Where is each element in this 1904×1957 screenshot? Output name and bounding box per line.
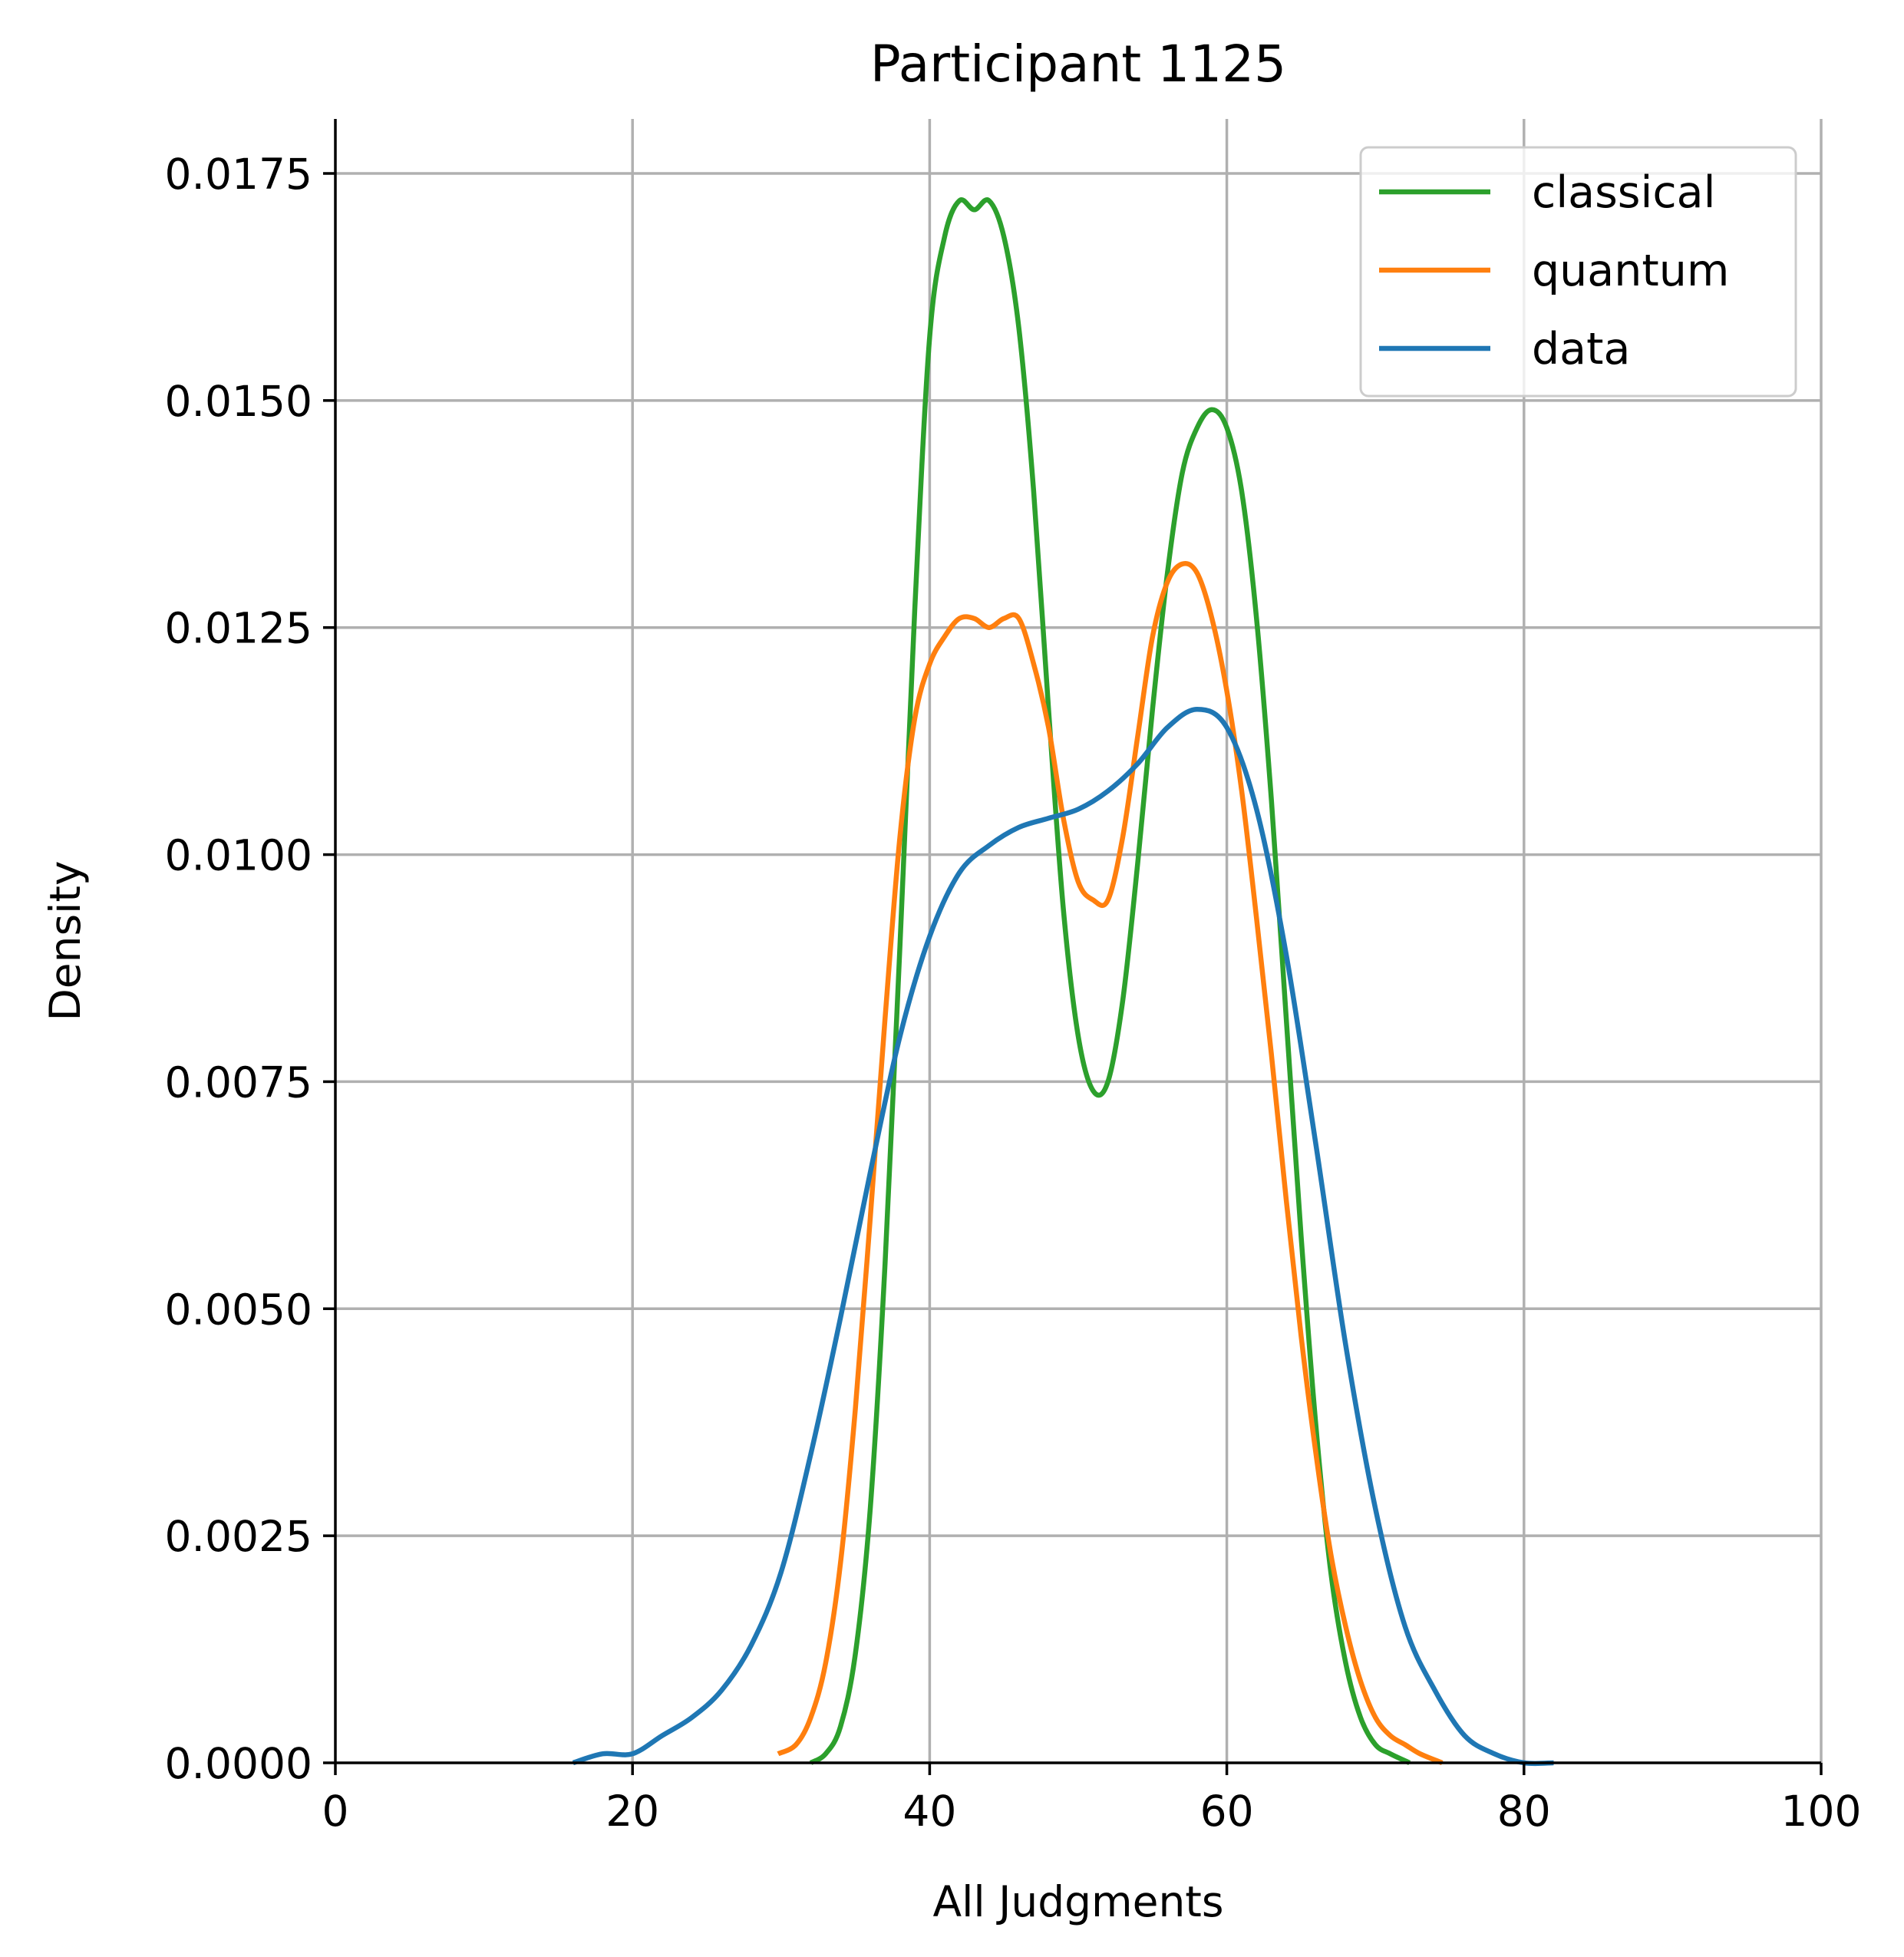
series-line-classical	[809, 197, 1411, 1765]
chart-title: Participant 1125	[870, 35, 1286, 94]
series-line-data	[572, 706, 1554, 1767]
y-tick-label: 0.0175	[165, 150, 312, 199]
legend-label-data: data	[1532, 324, 1630, 375]
y-tick-label: 0.0000	[165, 1739, 312, 1788]
y-tick-label: 0.0075	[165, 1058, 312, 1107]
y-tick-label: 0.0100	[165, 831, 312, 880]
x-tick-label: 100	[1781, 1787, 1862, 1836]
series-line-quantum	[777, 560, 1444, 1766]
x-tick-label: 20	[606, 1787, 659, 1836]
y-ticks: 0.0000 0.0025 0.0050 0.0075 0.0100 0.0125 0.01…	[165, 150, 335, 1788]
x-tick-label: 0	[322, 1787, 349, 1836]
y-tick-label: 0.0125	[165, 604, 312, 653]
legend: classical quantum data	[1359, 146, 1797, 398]
x-tick-label: 40	[903, 1787, 956, 1836]
x-axis-label: All Judgments	[932, 1877, 1223, 1926]
y-tick-label: 0.0025	[165, 1512, 312, 1561]
legend-label-classical: classical	[1532, 167, 1715, 218]
series-layer	[572, 197, 1554, 1767]
legend-label-quantum: quantum	[1532, 246, 1729, 296]
legend-frame	[1359, 146, 1797, 398]
y-tick-label: 0.0150	[165, 377, 312, 426]
y-axis-label: Density	[41, 860, 90, 1021]
grid	[335, 119, 1823, 1763]
y-tick-label: 0.0050	[165, 1285, 312, 1334]
x-tick-label: 80	[1497, 1787, 1551, 1836]
x-ticks: 0 20 40 60 80 100	[322, 1763, 1862, 1836]
x-tick-label: 60	[1200, 1787, 1254, 1836]
